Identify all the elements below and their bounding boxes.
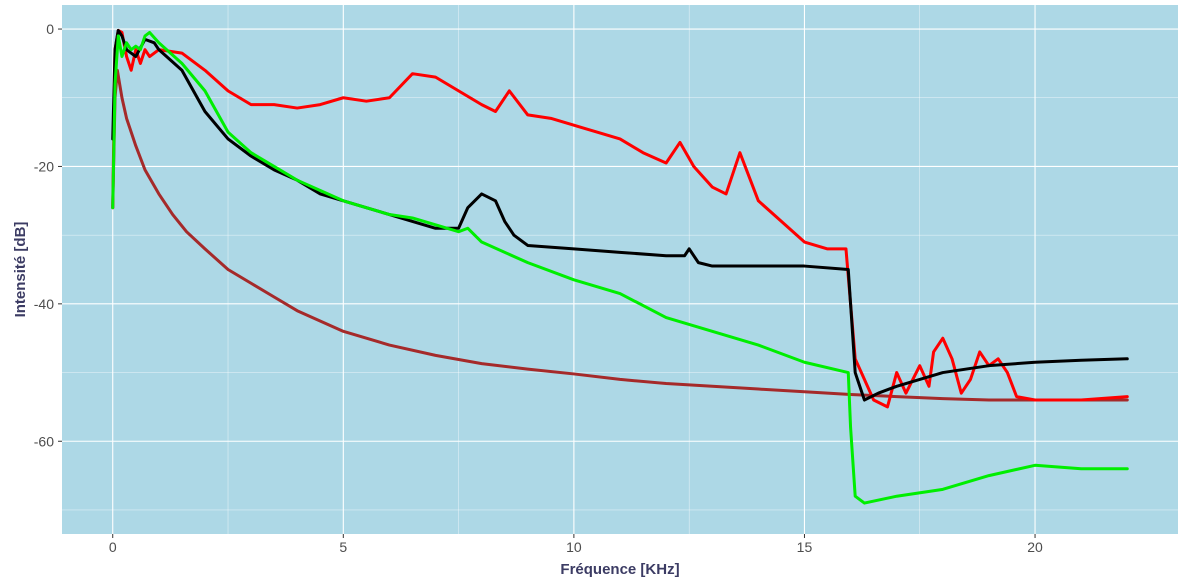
x-axis-ticks: 0 5 10 15 20 — [109, 534, 1043, 555]
x-tick-label: 20 — [1027, 539, 1043, 555]
x-tick-label: 0 — [109, 539, 117, 555]
series-line-3 — [111, 28, 1129, 402]
y-tick-label: -60 — [34, 433, 54, 449]
y-axis-title: Intensité [dB] — [12, 222, 29, 318]
y-tick-label: 0 — [46, 21, 54, 37]
series-line-1 — [111, 68, 1129, 402]
x-tick-label: 5 — [339, 539, 347, 555]
y-tick-label: -40 — [34, 296, 54, 312]
y-axis-ticks: 0 -20 -40 -60 — [34, 21, 62, 449]
x-tick-label: 10 — [566, 539, 582, 555]
x-axis-title: Fréquence [KHz] — [560, 561, 679, 578]
series-line-2 — [111, 28, 1129, 409]
series-lines — [111, 28, 1129, 505]
plot-panel — [62, 5, 1178, 534]
series-line-4 — [111, 30, 1129, 505]
y-tick-label: -20 — [34, 158, 54, 174]
minor-gridlines — [62, 5, 1178, 534]
x-tick-label: 15 — [797, 539, 813, 555]
